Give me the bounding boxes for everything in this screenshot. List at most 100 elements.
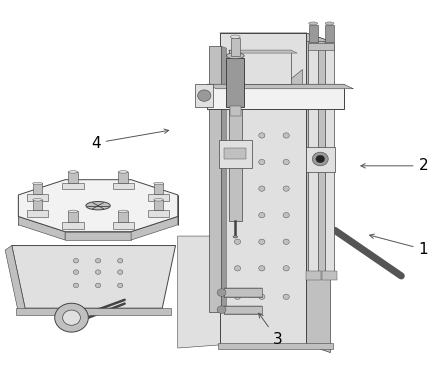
- Polygon shape: [253, 69, 301, 109]
- Ellipse shape: [154, 199, 163, 201]
- Bar: [224, 148, 246, 159]
- Bar: [305, 271, 321, 280]
- Circle shape: [259, 133, 265, 138]
- Bar: [154, 200, 163, 210]
- Bar: [325, 44, 334, 272]
- Polygon shape: [229, 50, 297, 53]
- Bar: [33, 200, 43, 210]
- Circle shape: [259, 294, 265, 299]
- Bar: [154, 184, 163, 194]
- Polygon shape: [306, 33, 330, 352]
- Ellipse shape: [68, 210, 78, 213]
- Circle shape: [234, 266, 241, 271]
- Bar: [229, 50, 291, 84]
- Circle shape: [95, 270, 101, 274]
- Ellipse shape: [33, 182, 43, 185]
- Ellipse shape: [309, 22, 317, 25]
- Circle shape: [118, 270, 123, 274]
- Ellipse shape: [86, 202, 110, 210]
- Circle shape: [259, 266, 265, 271]
- Circle shape: [234, 133, 241, 138]
- Bar: [68, 211, 78, 222]
- Bar: [148, 210, 169, 217]
- Circle shape: [283, 239, 289, 244]
- Bar: [325, 26, 334, 42]
- Bar: [322, 271, 337, 280]
- Ellipse shape: [118, 210, 128, 213]
- Circle shape: [283, 159, 289, 165]
- Text: 1: 1: [369, 234, 428, 257]
- Bar: [226, 58, 244, 107]
- Circle shape: [73, 283, 79, 288]
- Polygon shape: [131, 216, 178, 240]
- Bar: [308, 44, 318, 272]
- Circle shape: [234, 159, 241, 165]
- Ellipse shape: [154, 182, 163, 185]
- Circle shape: [95, 258, 101, 263]
- Bar: [309, 26, 317, 42]
- Ellipse shape: [325, 41, 334, 44]
- Circle shape: [283, 213, 289, 218]
- Circle shape: [259, 239, 265, 244]
- Bar: [224, 306, 262, 314]
- Bar: [308, 43, 334, 50]
- Bar: [224, 288, 262, 297]
- Bar: [27, 194, 48, 201]
- Circle shape: [217, 289, 226, 296]
- Ellipse shape: [118, 171, 128, 173]
- Bar: [148, 194, 169, 201]
- Bar: [112, 182, 134, 189]
- Bar: [62, 222, 83, 229]
- Bar: [118, 211, 128, 222]
- Circle shape: [118, 258, 123, 263]
- Circle shape: [234, 186, 241, 191]
- Polygon shape: [221, 46, 226, 314]
- Bar: [16, 308, 171, 315]
- Bar: [68, 172, 78, 182]
- Ellipse shape: [68, 171, 78, 173]
- Circle shape: [234, 213, 241, 218]
- Ellipse shape: [325, 22, 334, 25]
- Text: 4: 4: [91, 129, 169, 150]
- Polygon shape: [12, 245, 175, 308]
- Circle shape: [316, 155, 325, 163]
- Polygon shape: [18, 180, 178, 232]
- Bar: [62, 182, 83, 189]
- Polygon shape: [206, 84, 353, 89]
- Circle shape: [283, 294, 289, 299]
- Circle shape: [73, 258, 79, 263]
- Ellipse shape: [33, 199, 43, 201]
- Bar: [230, 106, 241, 117]
- Circle shape: [234, 239, 241, 244]
- Circle shape: [217, 306, 226, 314]
- Polygon shape: [178, 236, 229, 348]
- Bar: [27, 210, 48, 217]
- Circle shape: [259, 213, 265, 218]
- Ellipse shape: [230, 35, 240, 38]
- Bar: [220, 33, 306, 344]
- Circle shape: [63, 310, 80, 325]
- Bar: [209, 46, 221, 312]
- Bar: [229, 50, 242, 221]
- Circle shape: [118, 283, 123, 288]
- Bar: [218, 344, 333, 349]
- Bar: [219, 140, 252, 168]
- Bar: [231, 37, 240, 56]
- Circle shape: [55, 303, 88, 332]
- Bar: [33, 184, 43, 194]
- Bar: [206, 84, 344, 109]
- Polygon shape: [220, 33, 330, 41]
- Ellipse shape: [308, 41, 318, 44]
- Circle shape: [198, 90, 211, 101]
- Circle shape: [234, 294, 241, 299]
- Circle shape: [259, 186, 265, 191]
- Text: 2: 2: [361, 158, 428, 173]
- Bar: [112, 222, 134, 229]
- Text: 3: 3: [259, 313, 282, 347]
- Circle shape: [259, 159, 265, 165]
- Bar: [118, 172, 128, 182]
- Circle shape: [312, 152, 328, 166]
- Circle shape: [73, 270, 79, 274]
- Polygon shape: [65, 232, 131, 240]
- Bar: [195, 84, 213, 107]
